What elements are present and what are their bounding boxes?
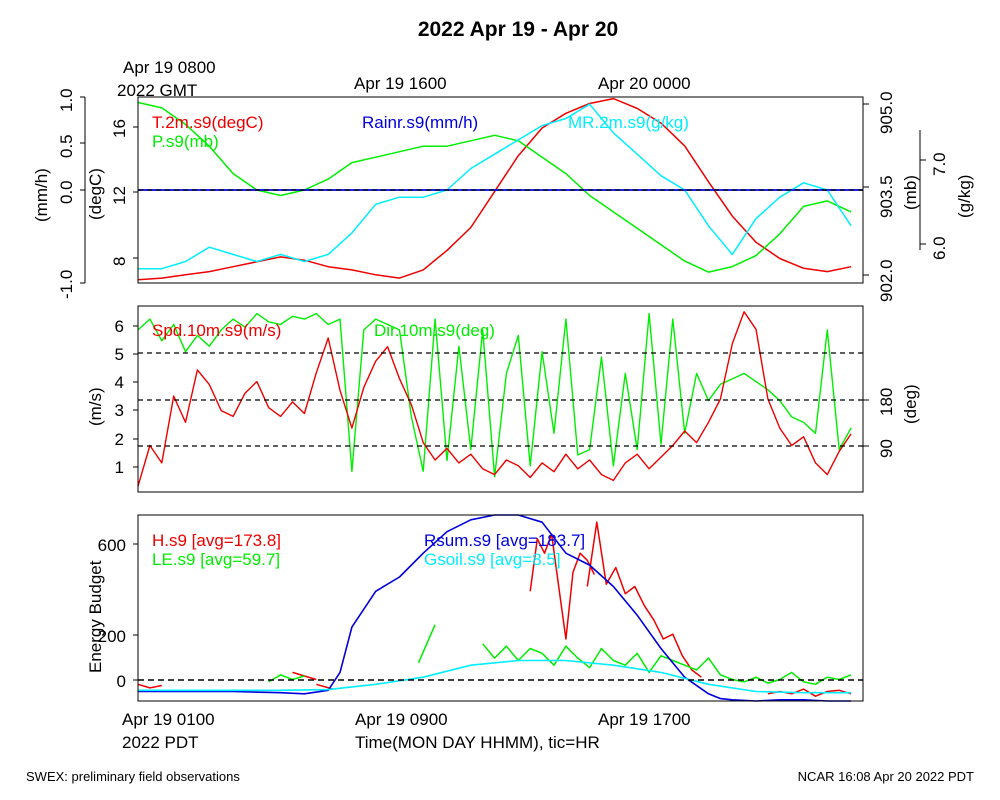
temp-tick-label-12: 12 <box>110 186 129 205</box>
legend-gsoil: Gsoil.s9 [avg=8.5] <box>424 550 561 569</box>
legend-rain: Rainr.s9(mm/h) <box>362 113 478 132</box>
bottom-time-label-1: Apr 19 0100 <box>122 710 215 729</box>
top-time-label-3: Apr 20 0000 <box>598 74 691 93</box>
rain-tick-label-neg1: -1.0 <box>57 270 76 299</box>
legend-mr: MR.2m.s9(g/kg) <box>568 113 689 132</box>
bottom-time-label-3: Apr 19 1700 <box>598 710 691 729</box>
series-line-le-seg-1 <box>417 624 436 664</box>
x-axis-label: Time(MON DAY HHMM), tic=HR <box>355 733 600 752</box>
top-time-label-1-year: 2022 GMT <box>117 81 197 100</box>
temp-tick-label-8: 8 <box>110 257 129 266</box>
panel-wind: 1 2 3 4 5 6 (m/s) 90 180 (deg) Spd.10m.s… <box>86 305 920 493</box>
series-line-rsum <box>138 514 852 702</box>
pres-tick-label-903.5: 903.5 <box>877 175 896 218</box>
pres-axis-label: (mb) <box>901 175 920 210</box>
rain-tick-label-0.5: 0.5 <box>57 134 76 158</box>
legend-temp: T.2m.s9(degC) <box>152 113 263 132</box>
dir-tick-label-90: 90 <box>877 439 896 458</box>
mr-axis-label: (g/kg) <box>955 175 974 218</box>
dir-axis-label: (deg) <box>901 384 920 424</box>
series-line-mr <box>138 103 852 270</box>
legend-pres: P.s9(mb) <box>152 132 219 151</box>
spd-tick-label-1: 1 <box>115 458 124 477</box>
rain-tick-label-0: 0.0 <box>57 180 76 204</box>
spd-tick-label-6: 6 <box>115 317 124 336</box>
spd-axis-label: (m/s) <box>86 387 105 426</box>
mr-tick-label-7: 7.0 <box>930 152 949 176</box>
wind-plot-frame <box>137 305 864 493</box>
series-line-gsoil <box>138 659 852 694</box>
series-line-le-seg-0 <box>268 674 305 683</box>
legend-h: H.s9 [avg=173.8] <box>152 531 281 550</box>
series-line-h-seg-0 <box>137 683 162 689</box>
series-line-h-seg-3 <box>529 533 596 640</box>
series-line-dir <box>137 312 852 478</box>
spd-tick-label-4: 4 <box>115 373 124 392</box>
energy-tick-label-0: 0 <box>117 672 126 691</box>
pres-tick-label-905: 905.0 <box>877 91 896 134</box>
mr-tick-label-6: 6.0 <box>930 236 949 260</box>
footer-left: SWEX: preliminary field observations <box>26 769 240 784</box>
spd-tick-label-2: 2 <box>115 430 124 449</box>
series-line-spd <box>137 311 852 487</box>
legend-le: LE.s9 [avg=59.7] <box>152 550 280 569</box>
bottom-time-label-2: Apr 19 0900 <box>355 710 448 729</box>
series-line-h-seg-4 <box>586 521 702 678</box>
thermo-plot-frame <box>137 96 864 284</box>
temp-axis-label: (degC) <box>86 168 105 220</box>
energy-plot-frame <box>137 514 864 702</box>
panel-thermo: -1.0 0.0 0.5 1.0 (mm/h) 8 12 16 (degC) 9… <box>32 88 974 302</box>
bottom-time-label-1-year: 2022 PDT <box>122 733 199 752</box>
footer-right: NCAR 16:08 Apr 20 2022 PDT <box>798 769 974 784</box>
energy-axis-label: Energy Budget <box>86 560 105 673</box>
series-line-le-seg-2 <box>482 643 852 686</box>
spd-tick-label-5: 5 <box>115 345 124 364</box>
energy-tick-label-200: 200 <box>98 627 126 646</box>
legend-spd: Spd.10m.s9(m/s) <box>152 321 281 340</box>
legend-dir: Dir.10m.s9(deg) <box>374 321 495 340</box>
rain-axis-label: (mm/h) <box>32 168 51 222</box>
energy-series-layer <box>137 514 852 702</box>
legend-rsum: Rsum.s9 [avg=183.7] <box>424 531 585 550</box>
wind-series-layer <box>137 311 852 487</box>
figure-title: 2022 Apr 19 - Apr 20 <box>418 18 618 41</box>
dir-tick-label-180: 180 <box>877 388 896 416</box>
top-time-label-1: Apr 19 0800 <box>123 58 216 77</box>
temp-tick-label-16: 16 <box>110 119 129 138</box>
energy-tick-label-600: 600 <box>98 536 126 555</box>
spd-tick-label-3: 3 <box>115 401 124 420</box>
pres-tick-label-902: 902.0 <box>877 259 896 302</box>
rain-tick-label-1: 1.0 <box>57 88 76 112</box>
top-time-label-2: Apr 19 1600 <box>354 74 447 93</box>
panel-energy: 0 200 600 Energy Budget H.s9 [avg=173.8]… <box>86 514 864 702</box>
